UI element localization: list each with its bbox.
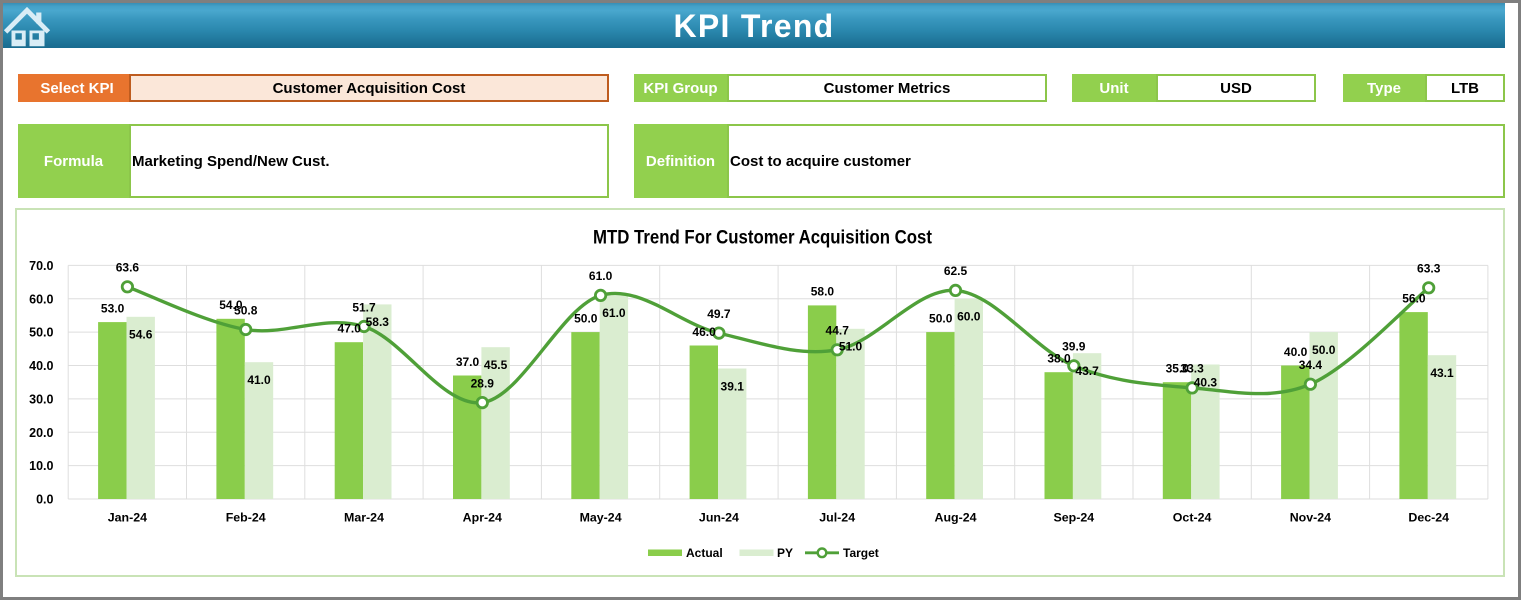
svg-text:58.0: 58.0	[811, 285, 835, 299]
svg-text:63.6: 63.6	[116, 261, 140, 275]
svg-text:54.6: 54.6	[129, 328, 153, 342]
svg-text:58.3: 58.3	[366, 315, 390, 329]
svg-text:60.0: 60.0	[957, 310, 981, 324]
svg-text:Actual: Actual	[686, 546, 723, 560]
svg-text:35.0: 35.0	[1166, 362, 1190, 376]
svg-text:63.3: 63.3	[1417, 262, 1441, 276]
svg-text:28.9: 28.9	[471, 376, 495, 390]
svg-text:Nov-24: Nov-24	[1290, 511, 1331, 525]
svg-text:40.3: 40.3	[1194, 375, 1218, 389]
svg-text:60.0: 60.0	[29, 292, 53, 306]
svg-text:PY: PY	[777, 546, 793, 560]
svg-text:39.9: 39.9	[1062, 340, 1086, 354]
svg-text:33.3: 33.3	[1180, 362, 1204, 376]
svg-text:Jul-24: Jul-24	[819, 511, 855, 525]
svg-text:61.0: 61.0	[602, 306, 626, 320]
svg-text:43.7: 43.7	[1075, 364, 1099, 378]
svg-text:61.0: 61.0	[589, 269, 613, 283]
svg-text:May-24: May-24	[580, 511, 622, 525]
svg-text:10.0: 10.0	[29, 459, 53, 473]
svg-text:56.0: 56.0	[1402, 291, 1426, 305]
svg-text:Jun-24: Jun-24	[699, 511, 739, 525]
svg-text:46.0: 46.0	[692, 325, 716, 339]
svg-text:MTD Trend For Customer Acquisi: MTD Trend For Customer Acquisition Cost	[593, 226, 932, 247]
svg-text:39.1: 39.1	[721, 379, 745, 393]
svg-text:41.0: 41.0	[247, 373, 271, 387]
svg-text:51.0: 51.0	[839, 340, 863, 354]
svg-text:Sep-24: Sep-24	[1053, 511, 1094, 525]
svg-text:50.8: 50.8	[234, 303, 258, 317]
svg-text:Aug-24: Aug-24	[935, 511, 977, 525]
svg-text:62.5: 62.5	[944, 264, 968, 278]
svg-text:50.0: 50.0	[574, 311, 598, 325]
svg-text:34.4: 34.4	[1299, 358, 1323, 372]
svg-text:20.0: 20.0	[29, 426, 53, 440]
svg-text:51.7: 51.7	[352, 300, 376, 314]
svg-text:Oct-24: Oct-24	[1173, 511, 1212, 525]
svg-text:30.0: 30.0	[29, 392, 53, 406]
svg-text:Mar-24: Mar-24	[344, 511, 384, 525]
svg-text:50.0: 50.0	[29, 326, 53, 340]
svg-text:Dec-24: Dec-24	[1408, 511, 1449, 525]
svg-text:Target: Target	[843, 546, 879, 560]
svg-text:37.0: 37.0	[456, 355, 480, 369]
svg-text:50.0: 50.0	[1312, 343, 1336, 357]
svg-text:38.0: 38.0	[1047, 352, 1071, 366]
svg-text:40.0: 40.0	[1284, 345, 1308, 359]
svg-text:Jan-24: Jan-24	[108, 511, 147, 525]
svg-text:Apr-24: Apr-24	[463, 511, 502, 525]
svg-text:70.0: 70.0	[29, 259, 53, 273]
svg-text:45.5: 45.5	[484, 358, 508, 372]
svg-text:54.0: 54.0	[219, 298, 243, 312]
svg-text:53.0: 53.0	[101, 301, 125, 315]
svg-text:0.0: 0.0	[36, 493, 53, 507]
svg-text:50.0: 50.0	[929, 311, 953, 325]
svg-text:47.0: 47.0	[338, 322, 362, 336]
svg-text:40.0: 40.0	[29, 359, 53, 373]
svg-text:Feb-24: Feb-24	[226, 511, 266, 525]
svg-text:49.7: 49.7	[707, 307, 731, 321]
svg-text:43.1: 43.1	[1430, 366, 1454, 380]
svg-text:44.7: 44.7	[826, 324, 850, 338]
